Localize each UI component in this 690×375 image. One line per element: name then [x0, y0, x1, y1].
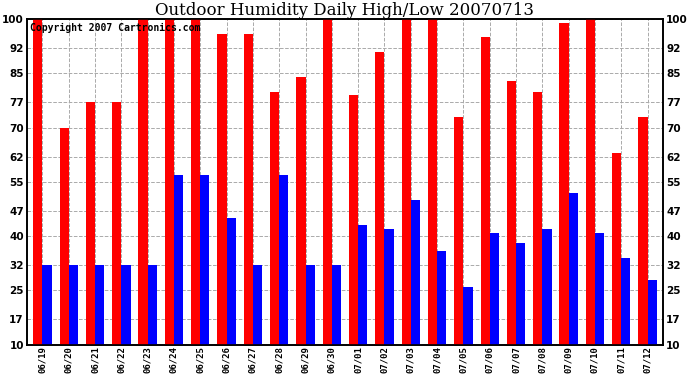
Bar	[648, 280, 657, 345]
Bar	[95, 265, 104, 345]
Bar	[165, 19, 174, 345]
Bar	[59, 128, 69, 345]
Bar	[595, 232, 604, 345]
Bar	[148, 265, 157, 345]
Bar	[121, 265, 130, 345]
Bar	[332, 265, 341, 345]
Bar	[279, 175, 288, 345]
Bar	[42, 265, 52, 345]
Bar	[464, 287, 473, 345]
Bar	[621, 258, 631, 345]
Bar	[112, 102, 121, 345]
Bar	[411, 200, 420, 345]
Bar	[402, 19, 411, 345]
Bar	[191, 19, 200, 345]
Bar	[586, 19, 595, 345]
Title: Outdoor Humidity Daily High/Low 20070713: Outdoor Humidity Daily High/Low 20070713	[155, 2, 535, 19]
Bar	[349, 95, 358, 345]
Bar	[384, 229, 394, 345]
Bar	[490, 232, 499, 345]
Bar	[270, 92, 279, 345]
Bar	[533, 92, 542, 345]
Bar	[638, 117, 648, 345]
Bar	[560, 23, 569, 345]
Bar	[244, 34, 253, 345]
Bar	[33, 19, 42, 345]
Bar	[428, 19, 437, 345]
Bar	[86, 102, 95, 345]
Bar	[612, 153, 621, 345]
Bar	[569, 193, 578, 345]
Bar	[69, 265, 78, 345]
Bar	[200, 175, 210, 345]
Bar	[454, 117, 464, 345]
Bar	[480, 38, 490, 345]
Bar	[375, 52, 384, 345]
Bar	[358, 225, 367, 345]
Bar	[542, 229, 551, 345]
Bar	[323, 19, 332, 345]
Bar	[507, 81, 516, 345]
Text: Copyright 2007 Cartronics.com: Copyright 2007 Cartronics.com	[30, 22, 200, 33]
Bar	[437, 251, 446, 345]
Bar	[516, 243, 525, 345]
Bar	[174, 175, 183, 345]
Bar	[306, 265, 315, 345]
Bar	[217, 34, 226, 345]
Bar	[226, 218, 236, 345]
Bar	[139, 19, 148, 345]
Bar	[253, 265, 262, 345]
Bar	[296, 77, 306, 345]
